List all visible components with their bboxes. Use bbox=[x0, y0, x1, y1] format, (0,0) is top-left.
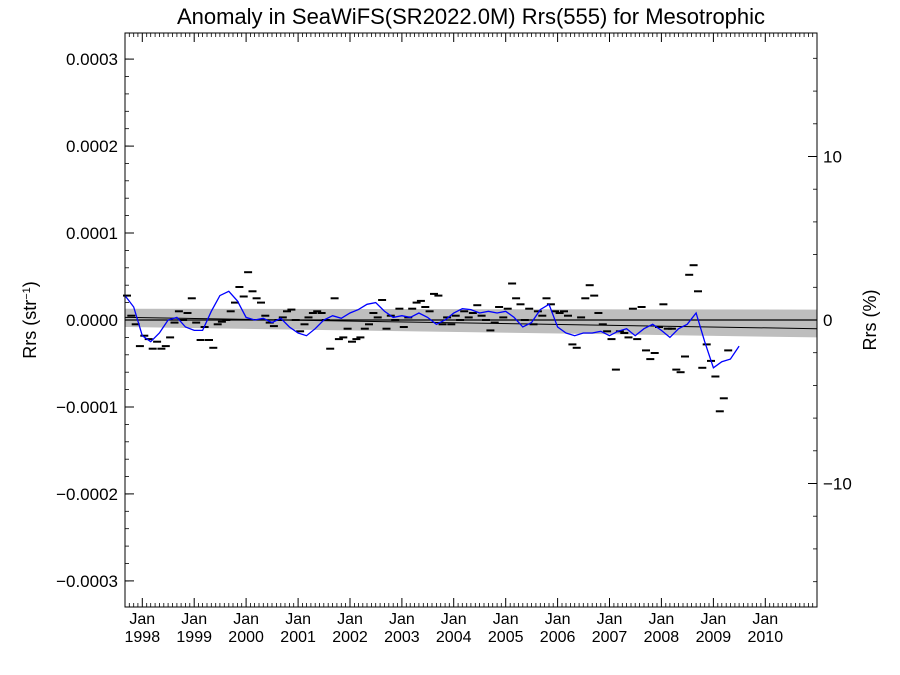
y2-axis-label: Rrs (%) bbox=[860, 290, 880, 351]
y2-tick-label: −10 bbox=[823, 475, 852, 494]
x-tick-year-label: 2010 bbox=[748, 629, 784, 646]
monthly-anomaly-markers bbox=[123, 264, 733, 413]
y-axis-label-main: Rrs (str bbox=[20, 300, 40, 359]
y2-tick-label: 10 bbox=[823, 148, 842, 167]
x-tick-year-label: 2006 bbox=[540, 629, 576, 646]
axes-layer: 0.0003 0.0002 0.0001 0.0000 −0.0001 −0.0002 −0… bbox=[56, 33, 852, 646]
x-tick-year-label: 2008 bbox=[644, 629, 680, 646]
chart-title: Anomaly in SeaWiFS(SR2022.0M) Rrs(555) f… bbox=[177, 4, 765, 29]
x-tick-month-label: Jan bbox=[441, 611, 467, 628]
y-tick-label: 0.0002 bbox=[66, 137, 118, 156]
x-tick-month-label: Jan bbox=[493, 611, 519, 628]
y-axis-label-sup: −1 bbox=[21, 287, 33, 300]
y-tick-label: 0.0001 bbox=[66, 224, 118, 243]
x-tick-month-label: Jan bbox=[701, 611, 727, 628]
x-tick-year-label: 2000 bbox=[228, 629, 264, 646]
x-tick-year-label: 2004 bbox=[436, 629, 472, 646]
x-tick-month-label: Jan bbox=[649, 611, 675, 628]
y-tick-label: 0.0003 bbox=[66, 50, 118, 69]
x-tick-month-label: Jan bbox=[233, 611, 259, 628]
x-tick-month-label: Jan bbox=[285, 611, 311, 628]
x-tick-year-label: 1999 bbox=[176, 629, 212, 646]
x-tick-year-label: 2003 bbox=[384, 629, 420, 646]
smoothed-series-layer bbox=[124, 290, 740, 369]
y-axis-label: Rrs (str−1) bbox=[20, 281, 40, 359]
x-tick-year-label: 2002 bbox=[332, 629, 368, 646]
x-tick-month-label: Jan bbox=[181, 611, 207, 628]
y-tick-label: −0.0003 bbox=[56, 572, 118, 591]
trend-line bbox=[124, 316, 818, 330]
x-tick-month-label: Jan bbox=[597, 611, 623, 628]
x-tick-year-label: 2005 bbox=[488, 629, 524, 646]
y-tick-label: 0.0000 bbox=[66, 311, 118, 330]
y-tick-label: −0.0002 bbox=[56, 485, 118, 504]
x-tick-month-label: Jan bbox=[752, 611, 778, 628]
y2-tick-label: 0 bbox=[823, 311, 832, 330]
x-tick-year-label: 2007 bbox=[592, 629, 628, 646]
x-tick-month-label: Jan bbox=[337, 611, 363, 628]
y-tick-label: −0.0001 bbox=[56, 398, 118, 417]
x-tick-month-label: Jan bbox=[129, 611, 155, 628]
y-axis-label-close: ) bbox=[20, 281, 40, 287]
x-tick-month-label: Jan bbox=[545, 611, 571, 628]
x-tick-year-label: 2001 bbox=[280, 629, 316, 646]
trend-line-layer bbox=[124, 316, 818, 330]
x-tick-month-label: Jan bbox=[389, 611, 415, 628]
smoothed-series-line bbox=[124, 290, 740, 369]
x-tick-year-label: 1998 bbox=[125, 629, 161, 646]
x-tick-year-label: 2009 bbox=[696, 629, 732, 646]
